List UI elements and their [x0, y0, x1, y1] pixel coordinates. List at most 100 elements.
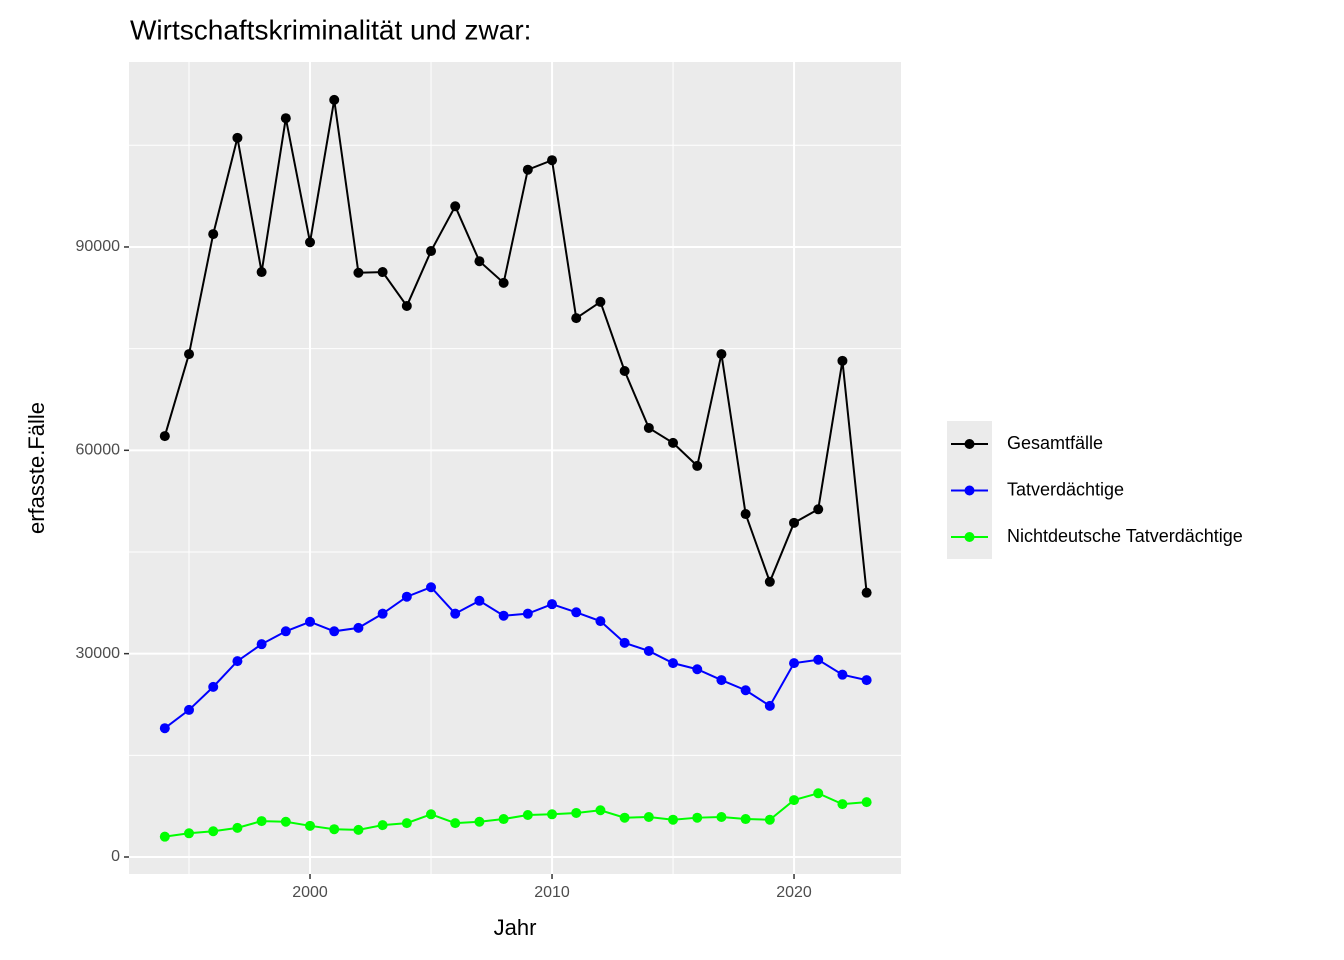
data-point	[522, 809, 533, 820]
data-point	[813, 654, 824, 665]
data-point	[280, 626, 291, 637]
data-point	[764, 700, 775, 711]
data-point	[837, 669, 848, 680]
data-point	[619, 812, 630, 823]
data-point	[208, 826, 219, 837]
data-point	[522, 608, 533, 619]
data-point	[547, 155, 558, 166]
data-point	[692, 664, 703, 675]
data-point	[184, 704, 195, 715]
data-point	[450, 201, 461, 212]
data-point	[474, 816, 485, 827]
data-point	[789, 658, 800, 669]
legend-label: Gesamtfälle	[1007, 433, 1103, 453]
data-point	[377, 608, 388, 619]
data-point	[571, 313, 582, 324]
data-point	[571, 607, 582, 618]
data-point	[813, 504, 824, 515]
data-point	[716, 349, 727, 360]
data-point	[280, 113, 291, 124]
data-point	[498, 610, 509, 621]
y-tick-label: 60000	[76, 442, 121, 459]
data-point	[861, 675, 872, 686]
data-point	[716, 675, 727, 686]
data-point	[256, 267, 267, 278]
data-point	[450, 608, 461, 619]
x-tick-label: 2020	[776, 884, 812, 901]
data-point	[329, 94, 340, 105]
data-point	[522, 164, 533, 175]
data-point	[740, 814, 751, 825]
data-point	[401, 300, 412, 311]
data-point	[764, 576, 775, 587]
data-point	[643, 645, 654, 656]
data-point	[740, 509, 751, 520]
y-tick-label: 30000	[76, 645, 121, 662]
data-point	[547, 599, 558, 610]
data-point	[184, 828, 195, 839]
data-point	[426, 809, 437, 820]
legend-key-point	[964, 532, 975, 542]
data-point	[256, 816, 267, 827]
legend-label: Tatverdächtige	[1007, 479, 1124, 499]
data-point	[305, 820, 316, 831]
data-point	[159, 723, 170, 734]
data-point	[305, 616, 316, 627]
data-point	[716, 812, 727, 823]
data-point	[401, 591, 412, 602]
data-point	[426, 246, 437, 257]
y-tick-label: 0	[111, 848, 120, 865]
data-point	[837, 799, 848, 810]
data-point	[329, 824, 340, 835]
y-tick-label: 90000	[76, 238, 121, 255]
data-point	[692, 460, 703, 471]
data-point	[305, 237, 316, 248]
legend-label: Nichtdeutsche Tatverdächtige	[1007, 526, 1243, 546]
data-point	[595, 616, 606, 627]
data-point	[668, 658, 679, 669]
data-point	[208, 681, 219, 692]
panel	[129, 62, 901, 874]
legend-key-point	[964, 439, 975, 449]
data-point	[643, 812, 654, 823]
data-point	[740, 685, 751, 696]
data-point	[692, 812, 703, 823]
series-line	[163, 99, 868, 593]
data-point	[280, 816, 291, 827]
data-point	[256, 639, 267, 650]
data-point	[571, 807, 582, 818]
data-point	[498, 277, 509, 288]
data-point	[353, 267, 364, 278]
data-point	[159, 831, 170, 842]
x-tick-label: 2010	[534, 884, 570, 901]
data-point	[377, 267, 388, 278]
data-point	[184, 349, 195, 360]
data-point	[837, 355, 848, 366]
data-point	[668, 437, 679, 448]
x-axis-label: Jahr	[494, 915, 537, 940]
data-point	[789, 795, 800, 806]
data-point	[498, 814, 509, 825]
data-point	[474, 256, 485, 267]
data-point	[595, 805, 606, 816]
data-point	[377, 820, 388, 831]
data-point	[474, 595, 485, 606]
data-point	[643, 422, 654, 433]
data-point	[232, 822, 243, 833]
y-axis-label: erfasste.Fälle	[24, 402, 49, 534]
data-point	[159, 431, 170, 442]
data-point	[426, 582, 437, 593]
data-point	[861, 797, 872, 808]
data-point	[401, 818, 412, 829]
data-point	[232, 132, 243, 143]
data-point	[668, 814, 679, 825]
legend-key-point	[964, 485, 975, 496]
data-point	[595, 296, 606, 307]
data-point	[813, 788, 824, 799]
data-point	[353, 824, 364, 835]
data-point	[329, 626, 340, 637]
data-point	[208, 229, 219, 240]
data-point	[861, 587, 872, 598]
data-point	[450, 818, 461, 829]
